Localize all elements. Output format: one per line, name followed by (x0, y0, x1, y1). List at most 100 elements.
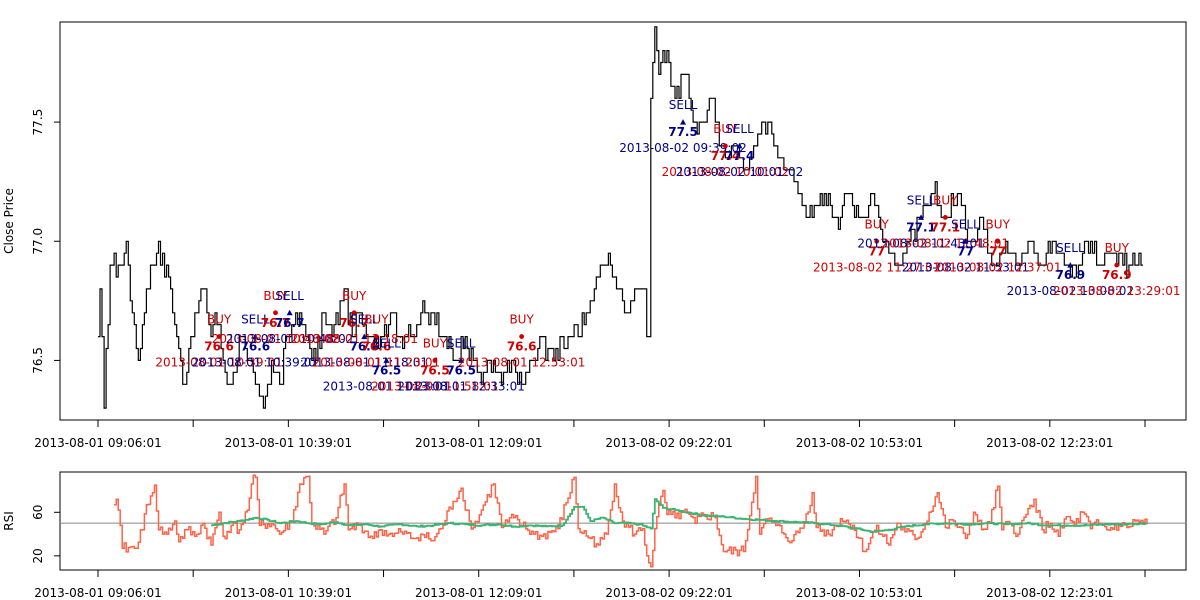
buy-marker (373, 334, 379, 339)
buy-signal: BUY 77 2013-08-02 11:27:01 (813, 217, 940, 274)
signal-time-label: 2013-08-01 10:48:02 (226, 332, 353, 346)
sell-marker (383, 357, 390, 363)
sell-signal: SELL 76.6 2013-08-01 10:39:01 (192, 313, 319, 370)
price-series (98, 26, 1143, 409)
signal-price-label: 77.4 (711, 149, 741, 163)
buy-marker (722, 143, 728, 149)
sell-signal: SELL 76.5 2013-08-01 12:33:01 (397, 336, 524, 393)
signal-side-label: BUY (263, 289, 288, 303)
signal-side-label: BUY (986, 217, 1011, 231)
signal-side-label: BUY (1105, 241, 1130, 255)
sell-signal: SELL 77.4 2013-08-02 10:01:02 (676, 122, 803, 179)
rsi-series (114, 474, 1148, 568)
price-x-axis: 2013-08-01 09:06:01 2013-08-01 10:39:01 20… (34, 420, 1146, 450)
price-x-tick-label: 2013-08-02 09:22:01 (605, 436, 732, 450)
signal-price-label: 76.9 (1056, 268, 1086, 282)
signal-price-label: 76.6 (349, 340, 379, 354)
signal-time-label: 2013-08-02 10:01:02 (662, 165, 789, 179)
rsi-x-tick-label: 2013-08-01 10:39:01 (225, 586, 352, 600)
sell-marker (252, 333, 259, 340)
rsi-y-tick-label: 60 (31, 505, 45, 520)
sell-marker (458, 357, 465, 363)
buy-signal: BUY 76.9 2013-08-02 13:29:01 (1053, 241, 1180, 298)
buy-signal: BUY 76.7 2013-08-01 10:48:02 (212, 289, 339, 346)
signal-price-label: 76.6 (241, 340, 271, 354)
signal-time-label: 2013-08-02 09:39:02 (619, 141, 746, 155)
signal-price-label: 76.5 (372, 363, 402, 377)
rsi-y-axis-title: RSI (2, 511, 16, 531)
signal-price-label: 76.5 (420, 363, 450, 377)
signal-price-label: 76.7 (275, 316, 305, 330)
signal-time-label: 2013-08-02 11:48:01 (882, 236, 1009, 250)
price-x-tick-label: 2013-08-02 10:53:01 (796, 436, 923, 450)
signal-price-label: 76.5 (446, 363, 476, 377)
signal-side-label: BUY (713, 122, 738, 136)
signal-side-label: SELL (350, 313, 379, 327)
signal-side-label: SELL (1056, 241, 1085, 255)
signal-time-label: 2013-08-01 10:48:02 (212, 332, 339, 346)
buy-marker (995, 238, 1001, 244)
rsi-x-tick-label: 2013-08-02 09:22:01 (605, 586, 732, 600)
signal-time-label: 2013-08-02 11:53:01 (902, 260, 1029, 274)
signal-side-label: BUY (364, 313, 389, 327)
signal-side-label: SELL (951, 217, 980, 231)
buy-marker (874, 238, 880, 244)
signal-price-label: 77 (989, 244, 1006, 258)
sell-marker (680, 119, 687, 125)
signal-time-label: 2013-08-01 10:39:01 (155, 356, 282, 370)
signal-side-label: SELL (669, 98, 698, 112)
signal-time-label: 2013-08-02 12:37:01 (934, 260, 1061, 274)
signal-price-label: 76.6 (507, 340, 537, 354)
buy-marker (1114, 262, 1120, 268)
buy-marker (351, 310, 357, 316)
signal-time-label: 2013-08-01 11:58:01 (371, 379, 498, 393)
signal-side-label: BUY (865, 217, 890, 231)
buy-signal: BUY 76.6 2013-08-01 12:53:01 (458, 313, 585, 370)
signal-price-label: 76.6 (204, 340, 234, 354)
signal-time-label: 2013-08-01 12:53:01 (458, 356, 585, 370)
signal-time-label: 2013-08-01 11:23:01 (323, 379, 450, 393)
price-x-tick-label: 2013-08-01 10:39:01 (225, 436, 352, 450)
rsi-x-tick-label: 2013-08-01 12:09:01 (415, 586, 542, 600)
price-x-tick-label: 2013-08-02 12:23:01 (986, 436, 1113, 450)
signal-price-label: 77 (868, 244, 885, 258)
sell-signal: SELL 77 2013-08-02 11:53:01 (902, 217, 1029, 274)
signal-time-label: 2013-08-02 13:08:02 (1007, 284, 1134, 298)
sell-marker (286, 309, 293, 316)
sell-signal: SELL 76.7 2013-08-01 10:48:02 (226, 289, 353, 346)
signal-time-label: 2013-08-01 11:18:01 (301, 356, 428, 370)
rsi-x-tick-label: 2013-08-02 10:53:01 (796, 586, 923, 600)
signal-price-label: 77.1 (930, 220, 960, 234)
signal-side-label: BUY (933, 193, 958, 207)
signal-side-label: SELL (725, 122, 754, 136)
sell-marker (736, 142, 743, 149)
signal-price-label: 76.7 (261, 316, 291, 330)
signal-side-label: BUY (423, 336, 448, 350)
signal-time-label: 2013-08-01 11:18:01 (290, 332, 417, 346)
rsi-fast-line (114, 474, 1148, 568)
buy-signal: BUY 77.4 2013-08-02 10:01:02 (662, 122, 789, 179)
signal-side-label: SELL (447, 336, 476, 350)
sell-marker (962, 238, 969, 244)
sell-signal: SELL 76.9 2013-08-02 13:08:02 (1007, 241, 1134, 298)
buy-signal: BUY 76.6 2013-08-01 10:39:01 (155, 313, 282, 370)
rsi-plot-frame (59, 471, 1187, 571)
price-y-tick-label: 77.0 (31, 228, 45, 255)
signal-time-label: 2013-08-02 11:27:01 (813, 260, 940, 274)
price-y-tick-label: 77.5 (31, 109, 45, 136)
signal-time-label: 2013-08-02 10:01:02 (676, 165, 803, 179)
signal-price-label: 77 (957, 244, 974, 258)
signal-price-label: 77.1 (906, 220, 936, 234)
sell-signal: SELL 76.5 2013-08-01 11:23:01 (323, 336, 450, 393)
signal-side-label: SELL (275, 289, 304, 303)
sell-marker (918, 214, 925, 220)
signal-price-label: 76.9 (1102, 268, 1132, 282)
price-x-tick-label: 2013-08-01 12:09:01 (415, 436, 542, 450)
price-x-tick-label: 2013-08-01 09:06:01 (34, 436, 161, 450)
buy-signal: BUY 77 2013-08-02 12:37:01 (934, 217, 1061, 274)
